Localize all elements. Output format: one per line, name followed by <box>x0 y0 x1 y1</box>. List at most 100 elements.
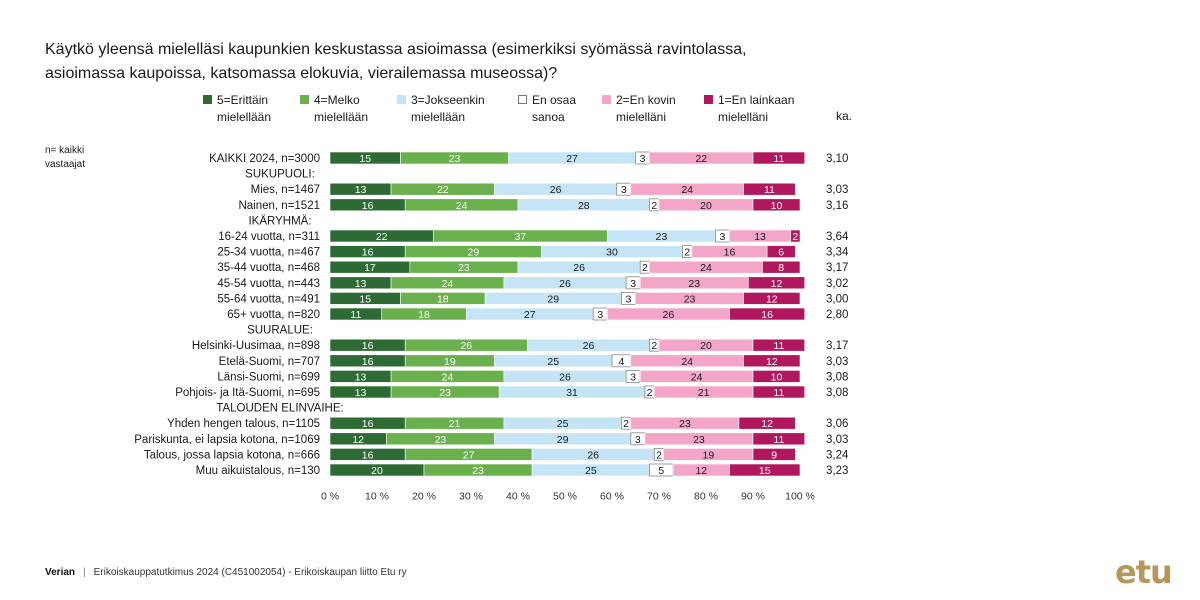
legend-label: 2=En kovin <box>616 93 676 107</box>
bar-segment-s1 <box>752 448 796 461</box>
data-label: 24 <box>691 371 703 383</box>
chart-legend: 5=Erittäin mielellään 4=Melko mielellään 3=J… <box>0 92 1200 132</box>
data-label: 11 <box>773 340 784 352</box>
data-label: 16 <box>724 247 736 259</box>
bar-segment-s1 <box>752 151 806 165</box>
data-label: 24 <box>442 278 454 290</box>
data-label: 11 <box>764 184 775 196</box>
legend-label: sanoa <box>532 110 565 124</box>
data-label: 6 <box>778 247 784 259</box>
mean-value: 3,00 <box>826 293 848 305</box>
data-label: 26 <box>663 309 675 321</box>
data-label: 2 <box>651 340 657 352</box>
legend-label: 4=Melko <box>314 93 360 107</box>
legend-label: mielellään <box>217 110 272 124</box>
mean-column-header: ka. <box>836 109 853 123</box>
data-label: 21 <box>449 418 461 430</box>
row-label: 55-64 vuotta, n=491 <box>217 293 320 305</box>
mean-value: 3,17 <box>826 340 848 352</box>
data-label: 13 <box>754 231 766 243</box>
x-tick-label: 90 % <box>741 491 765 503</box>
mean-value: 3,17 <box>826 262 848 274</box>
data-label: 18 <box>418 309 430 321</box>
group-header-label: SUURALUE: <box>247 325 313 337</box>
data-label: 26 <box>550 184 562 196</box>
mean-value: 3,16 <box>826 200 848 212</box>
group-header-label: IKÄRYHMÄ: <box>248 215 311 227</box>
data-label: 24 <box>456 200 468 212</box>
mean-value: 3,64 <box>826 231 849 243</box>
data-label: 26 <box>559 278 571 290</box>
base-note-line1: n= kaikki <box>45 145 85 156</box>
data-label: 19 <box>703 449 715 461</box>
data-label: 29 <box>468 247 480 259</box>
data-label: 25 <box>557 418 569 430</box>
data-label: 12 <box>771 278 783 290</box>
data-label: 23 <box>472 465 484 477</box>
row-label: 45-54 vuotta, n=443 <box>217 278 320 290</box>
data-label: 16 <box>761 309 773 321</box>
data-label: 13 <box>355 278 367 290</box>
data-label: 16 <box>362 356 374 368</box>
bar-segment-s1 <box>743 354 801 368</box>
data-label: 12 <box>766 293 778 305</box>
data-label: 2 <box>656 449 662 461</box>
mean-value: 3,34 <box>826 247 849 259</box>
data-label: 23 <box>449 153 461 165</box>
data-label: 3 <box>635 434 641 446</box>
data-label: 17 <box>364 262 376 274</box>
data-label: 3 <box>720 231 726 243</box>
mean-value: 3,03 <box>826 184 848 196</box>
data-label: 12 <box>766 356 778 368</box>
base-note-line2: vastaajat <box>45 159 86 170</box>
x-tick-label: 30 % <box>459 491 483 503</box>
mean-value: 3,23 <box>826 465 848 477</box>
legend-label: mielellään <box>314 110 369 124</box>
data-label: 26 <box>587 449 599 461</box>
data-label: 18 <box>437 293 449 305</box>
legend-swatch-s2 <box>602 95 611 104</box>
row-label: Yhden hengen talous, n=1105 <box>167 418 320 430</box>
legend-label: 3=Jokseenkin <box>411 93 485 107</box>
x-tick-label: 70 % <box>647 491 671 503</box>
data-label: 2 <box>792 231 798 243</box>
data-label: 2 <box>642 262 648 274</box>
data-label: 24 <box>681 356 693 368</box>
row-label: 35-44 vuotta, n=468 <box>217 262 320 274</box>
bar-segment-s1 <box>762 260 801 274</box>
data-label: 30 <box>606 247 618 259</box>
data-label: 19 <box>444 356 456 368</box>
data-label: 3 <box>640 153 646 165</box>
group-header-label: TALOUDEN ELINVAIHE: <box>216 403 343 415</box>
data-label: 23 <box>679 418 691 430</box>
mean-value: 3,08 <box>826 371 848 383</box>
bar-segment-s1 <box>752 338 806 352</box>
data-label: 16 <box>362 340 374 352</box>
chart-title: Käytkö yleensä mielelläsi kaupunkien kes… <box>45 38 845 86</box>
row-label: Pohjois- ja Itä-Suomi, n=695 <box>175 387 320 399</box>
data-label: 16 <box>362 200 374 212</box>
data-label: 3 <box>597 309 603 321</box>
group-header-label: SUKUPUOLI: <box>245 169 315 181</box>
legend-label: En osaa <box>532 93 577 107</box>
legend-label: mielelläni <box>718 110 769 124</box>
data-label: 12 <box>695 465 707 477</box>
data-label: 2 <box>647 387 653 399</box>
data-label: 26 <box>559 371 571 383</box>
data-label: 2 <box>623 418 629 430</box>
bar-segment-s1 <box>729 463 801 477</box>
bar-segment-s1 <box>747 276 805 290</box>
data-label: 15 <box>359 293 371 305</box>
data-label: 12 <box>352 434 364 446</box>
data-label: 3 <box>630 278 636 290</box>
data-label: 20 <box>700 340 712 352</box>
legend-swatch-s0 <box>518 95 527 104</box>
legend-swatch-s3 <box>397 95 406 104</box>
data-label: 25 <box>547 356 559 368</box>
legend-text-s4: 4=Melko mielellään <box>314 92 368 126</box>
row-label: Helsinki-Uusimaa, n=898 <box>192 340 320 352</box>
legend-text-s1: 1=En lainkaan mielelläni <box>718 92 794 126</box>
x-tick-label: 100 % <box>785 491 815 503</box>
legend-text-s0: En osaa sanoa <box>532 92 576 126</box>
